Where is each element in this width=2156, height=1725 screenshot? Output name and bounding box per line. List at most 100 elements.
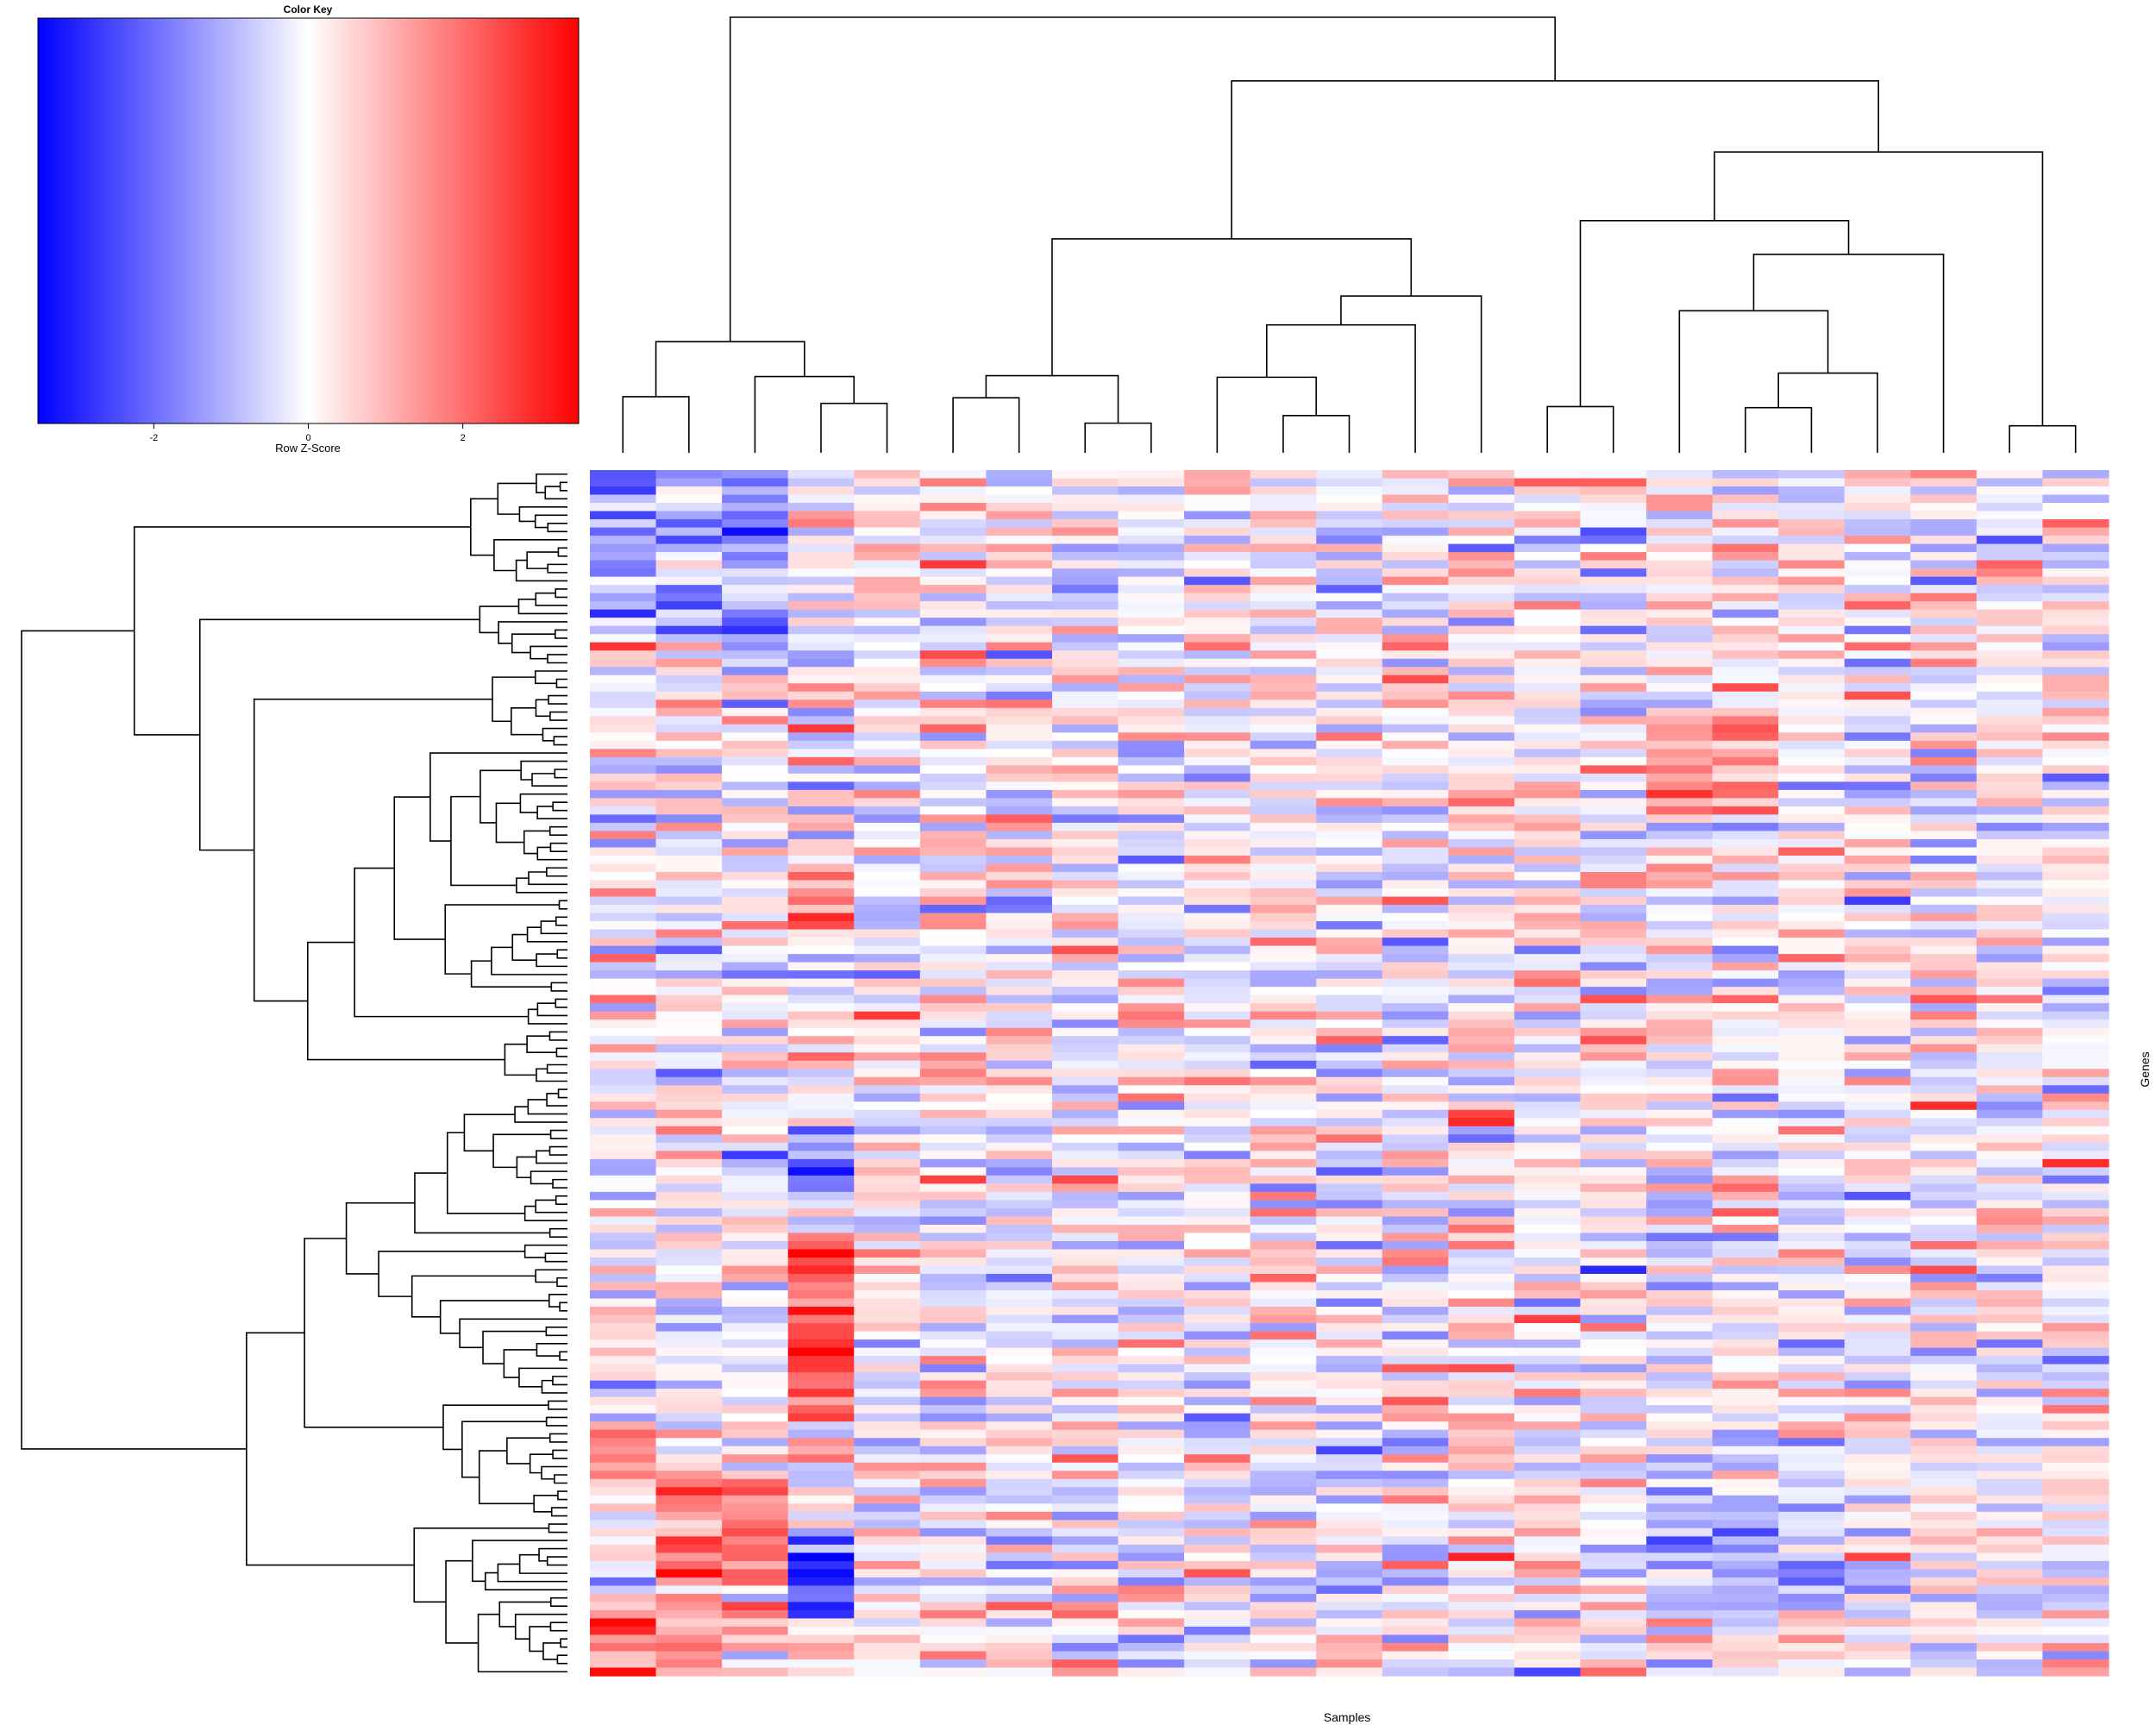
heatmap-cell: [919, 1314, 987, 1324]
heatmap-cell: [1316, 1249, 1383, 1258]
heatmap-cell: [1448, 1527, 1515, 1537]
heatmap-cell: [919, 855, 987, 865]
heatmap-cell: [1646, 1642, 1714, 1653]
heatmap-cell: [854, 1314, 921, 1324]
heatmap-cell: [787, 798, 855, 807]
heatmap-cell: [590, 1487, 657, 1496]
heatmap-cell: [1580, 1200, 1647, 1209]
heatmap-cell: [1910, 855, 1977, 865]
heatmap-cell: [1712, 872, 1779, 881]
heatmap-cell: [722, 1585, 789, 1595]
heatmap-cell: [1184, 1118, 1251, 1127]
heatmap-cell: [1910, 1634, 1977, 1644]
heatmap-cell: [1184, 1618, 1251, 1628]
heatmap-cell: [986, 609, 1053, 618]
heatmap-cell: [986, 1536, 1053, 1546]
heatmap-cell: [1448, 1109, 1515, 1119]
heatmap-cell: [722, 1626, 789, 1636]
heatmap-cell: [1976, 1331, 2044, 1340]
heatmap-cell: [787, 1175, 855, 1184]
heatmap-cell: [1184, 650, 1251, 660]
heatmap-cell: [1844, 536, 1911, 545]
heatmap-cell: [1250, 585, 1317, 594]
heatmap-cell: [590, 1602, 657, 1611]
dendrogram-branch: [463, 1113, 516, 1152]
heatmap-cell: [590, 1126, 657, 1135]
heatmap-cell: [1910, 503, 1977, 512]
heatmap-cell: [1778, 1552, 1846, 1562]
heatmap-cell: [1316, 994, 1383, 1004]
heatmap-cell: [1646, 913, 1714, 922]
heatmap-cell: [919, 1003, 987, 1013]
heatmap-cell: [1844, 880, 1911, 889]
heatmap-cell: [787, 1216, 855, 1226]
heatmap-cell: [655, 822, 723, 832]
heatmap-cell: [1910, 625, 1977, 635]
heatmap-cell: [1646, 1347, 1714, 1357]
heatmap-cell: [1051, 1036, 1119, 1045]
heatmap-cell: [1778, 1003, 1846, 1013]
heatmap-cell: [655, 494, 723, 504]
heatmap-cell: [1316, 1240, 1383, 1251]
heatmap-cell: [986, 593, 1053, 602]
heatmap-cell: [1580, 1396, 1647, 1406]
heatmap-cell: [1118, 1569, 1185, 1578]
heatmap-cell: [986, 576, 1053, 586]
heatmap-cell: [1712, 1659, 1779, 1669]
heatmap-cell: [1448, 1265, 1515, 1275]
heatmap-cell: [1382, 609, 1449, 618]
dendrogram-branch: [548, 825, 567, 837]
heatmap-cell: [655, 970, 723, 980]
heatmap-cell: [1184, 527, 1251, 536]
heatmap-cell: [1051, 585, 1119, 594]
dendrogram-branch: [514, 1613, 567, 1640]
heatmap-cell: [1316, 888, 1383, 898]
heatmap-cell: [1448, 954, 1515, 963]
heatmap-cell: [655, 667, 723, 676]
heatmap-cell: [787, 1101, 855, 1111]
heatmap-cell: [986, 855, 1053, 865]
heatmap-cell: [1051, 634, 1119, 643]
heatmap-cell: [1580, 724, 1647, 733]
heatmap-cell: [2042, 1183, 2109, 1193]
heatmap-cell: [1118, 888, 1185, 898]
heatmap-cell: [1778, 1454, 1846, 1464]
heatmap-cell: [722, 806, 789, 816]
heatmap-cell: [722, 822, 789, 832]
heatmap-cell: [2042, 1609, 2109, 1620]
heatmap-cell: [1712, 1027, 1779, 1037]
heatmap-cell: [1316, 929, 1383, 938]
heatmap-cell: [1778, 576, 1846, 586]
heatmap-cell: [787, 1560, 855, 1570]
heatmap-cell: [1976, 724, 2044, 733]
heatmap-cell: [986, 707, 1053, 717]
heatmap-cell: [2042, 1667, 2109, 1677]
heatmap-cell: [1712, 888, 1779, 898]
heatmap-cell: [1778, 732, 1846, 742]
dendrogram-branch: [1084, 422, 1152, 453]
heatmap-cell: [1778, 938, 1846, 947]
dendrogram-branch: [536, 1343, 567, 1357]
heatmap-cell: [655, 642, 723, 651]
heatmap-cell: [1976, 929, 2044, 938]
heatmap-cell: [2042, 560, 2109, 569]
heatmap-cell: [1316, 560, 1383, 569]
heatmap-cell: [787, 1249, 855, 1258]
heatmap-cell: [722, 1552, 789, 1562]
heatmap-cell: [590, 978, 657, 988]
heatmap-cell: [1910, 1396, 1977, 1406]
heatmap-cell: [1051, 1191, 1119, 1201]
heatmap-cell: [1118, 1323, 1185, 1333]
heatmap-cell: [1976, 699, 2044, 709]
heatmap-cell: [787, 847, 855, 856]
heatmap-cell: [722, 1511, 789, 1521]
heatmap-cell: [1448, 1380, 1515, 1389]
heatmap-cell: [722, 1446, 789, 1455]
heatmap-cell: [854, 601, 921, 611]
heatmap-cell: [1646, 888, 1714, 898]
heatmap-cell: [1844, 1511, 1911, 1521]
heatmap-cell: [590, 1626, 657, 1636]
heatmap-cell: [986, 1093, 1053, 1102]
heatmap-cell: [1910, 576, 1977, 586]
heatmap-cell: [1250, 674, 1317, 684]
